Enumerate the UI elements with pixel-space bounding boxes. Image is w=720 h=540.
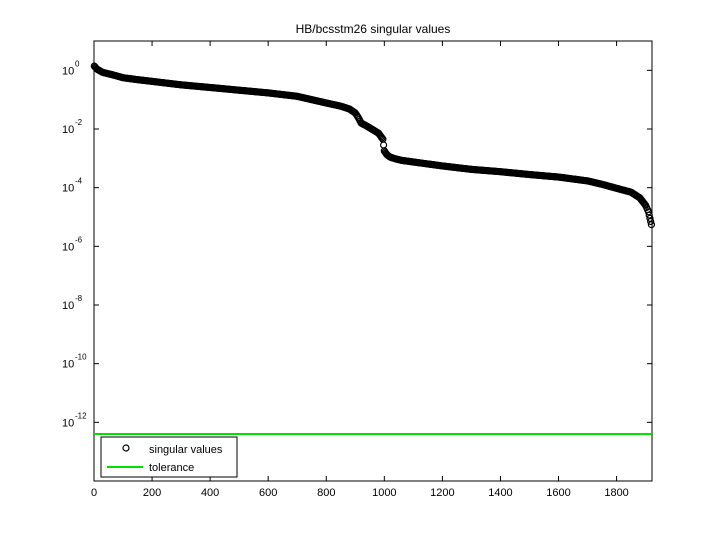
chart-title: HB/bcsstm26 singular values: [296, 22, 451, 36]
y-tick-exponent: -8: [75, 294, 83, 303]
y-tick-exponent: -10: [75, 353, 87, 362]
y-tick-label: 10: [62, 183, 74, 195]
x-tick-label: 0: [91, 487, 97, 499]
x-tick-label: 1600: [546, 487, 570, 499]
legend-label-singular-values: singular values: [149, 444, 223, 456]
x-tick-label: 1800: [604, 487, 628, 499]
tick-layer: 0 200 400 600 800 1000 1200 1400 1600 180010-1210…: [62, 41, 652, 499]
plot-area: [93, 40, 653, 482]
singular-value-point: [644, 208, 653, 216]
y-tick-label: 10: [62, 124, 74, 136]
x-tick-label: 400: [201, 487, 219, 499]
singular-value-point: [647, 221, 656, 229]
y-tick-exponent: -2: [75, 118, 83, 127]
y-tick-label: 10: [62, 241, 74, 253]
y-tick-label: 10: [62, 65, 74, 77]
x-tick-label: 600: [259, 487, 277, 499]
legend-label-tolerance: tolerance: [149, 462, 194, 474]
legend-marker-singular-values: [122, 444, 130, 452]
singular-value-point: [378, 134, 386, 142]
y-tick-exponent: 0: [75, 59, 80, 68]
legend: singular values tolerance: [100, 436, 238, 478]
x-tick-label: 800: [317, 487, 335, 499]
x-tick-label: 1200: [430, 487, 454, 499]
singular-value-point: [647, 217, 655, 226]
marks-layer: [90, 62, 656, 436]
x-tick-label: 1000: [372, 487, 396, 499]
legend-box: [100, 436, 238, 478]
y-tick-exponent: -6: [75, 235, 83, 244]
y-tick-exponent: -4: [75, 177, 83, 186]
x-tick-label: 200: [143, 487, 161, 499]
singular-value-point: [645, 211, 653, 219]
y-tick-label: 10: [62, 359, 74, 371]
y-tick-label: 10: [62, 417, 74, 429]
y-tick-exponent: -12: [75, 411, 87, 420]
y-tick-label: 10: [62, 300, 74, 312]
x-tick-label: 1400: [488, 487, 512, 499]
